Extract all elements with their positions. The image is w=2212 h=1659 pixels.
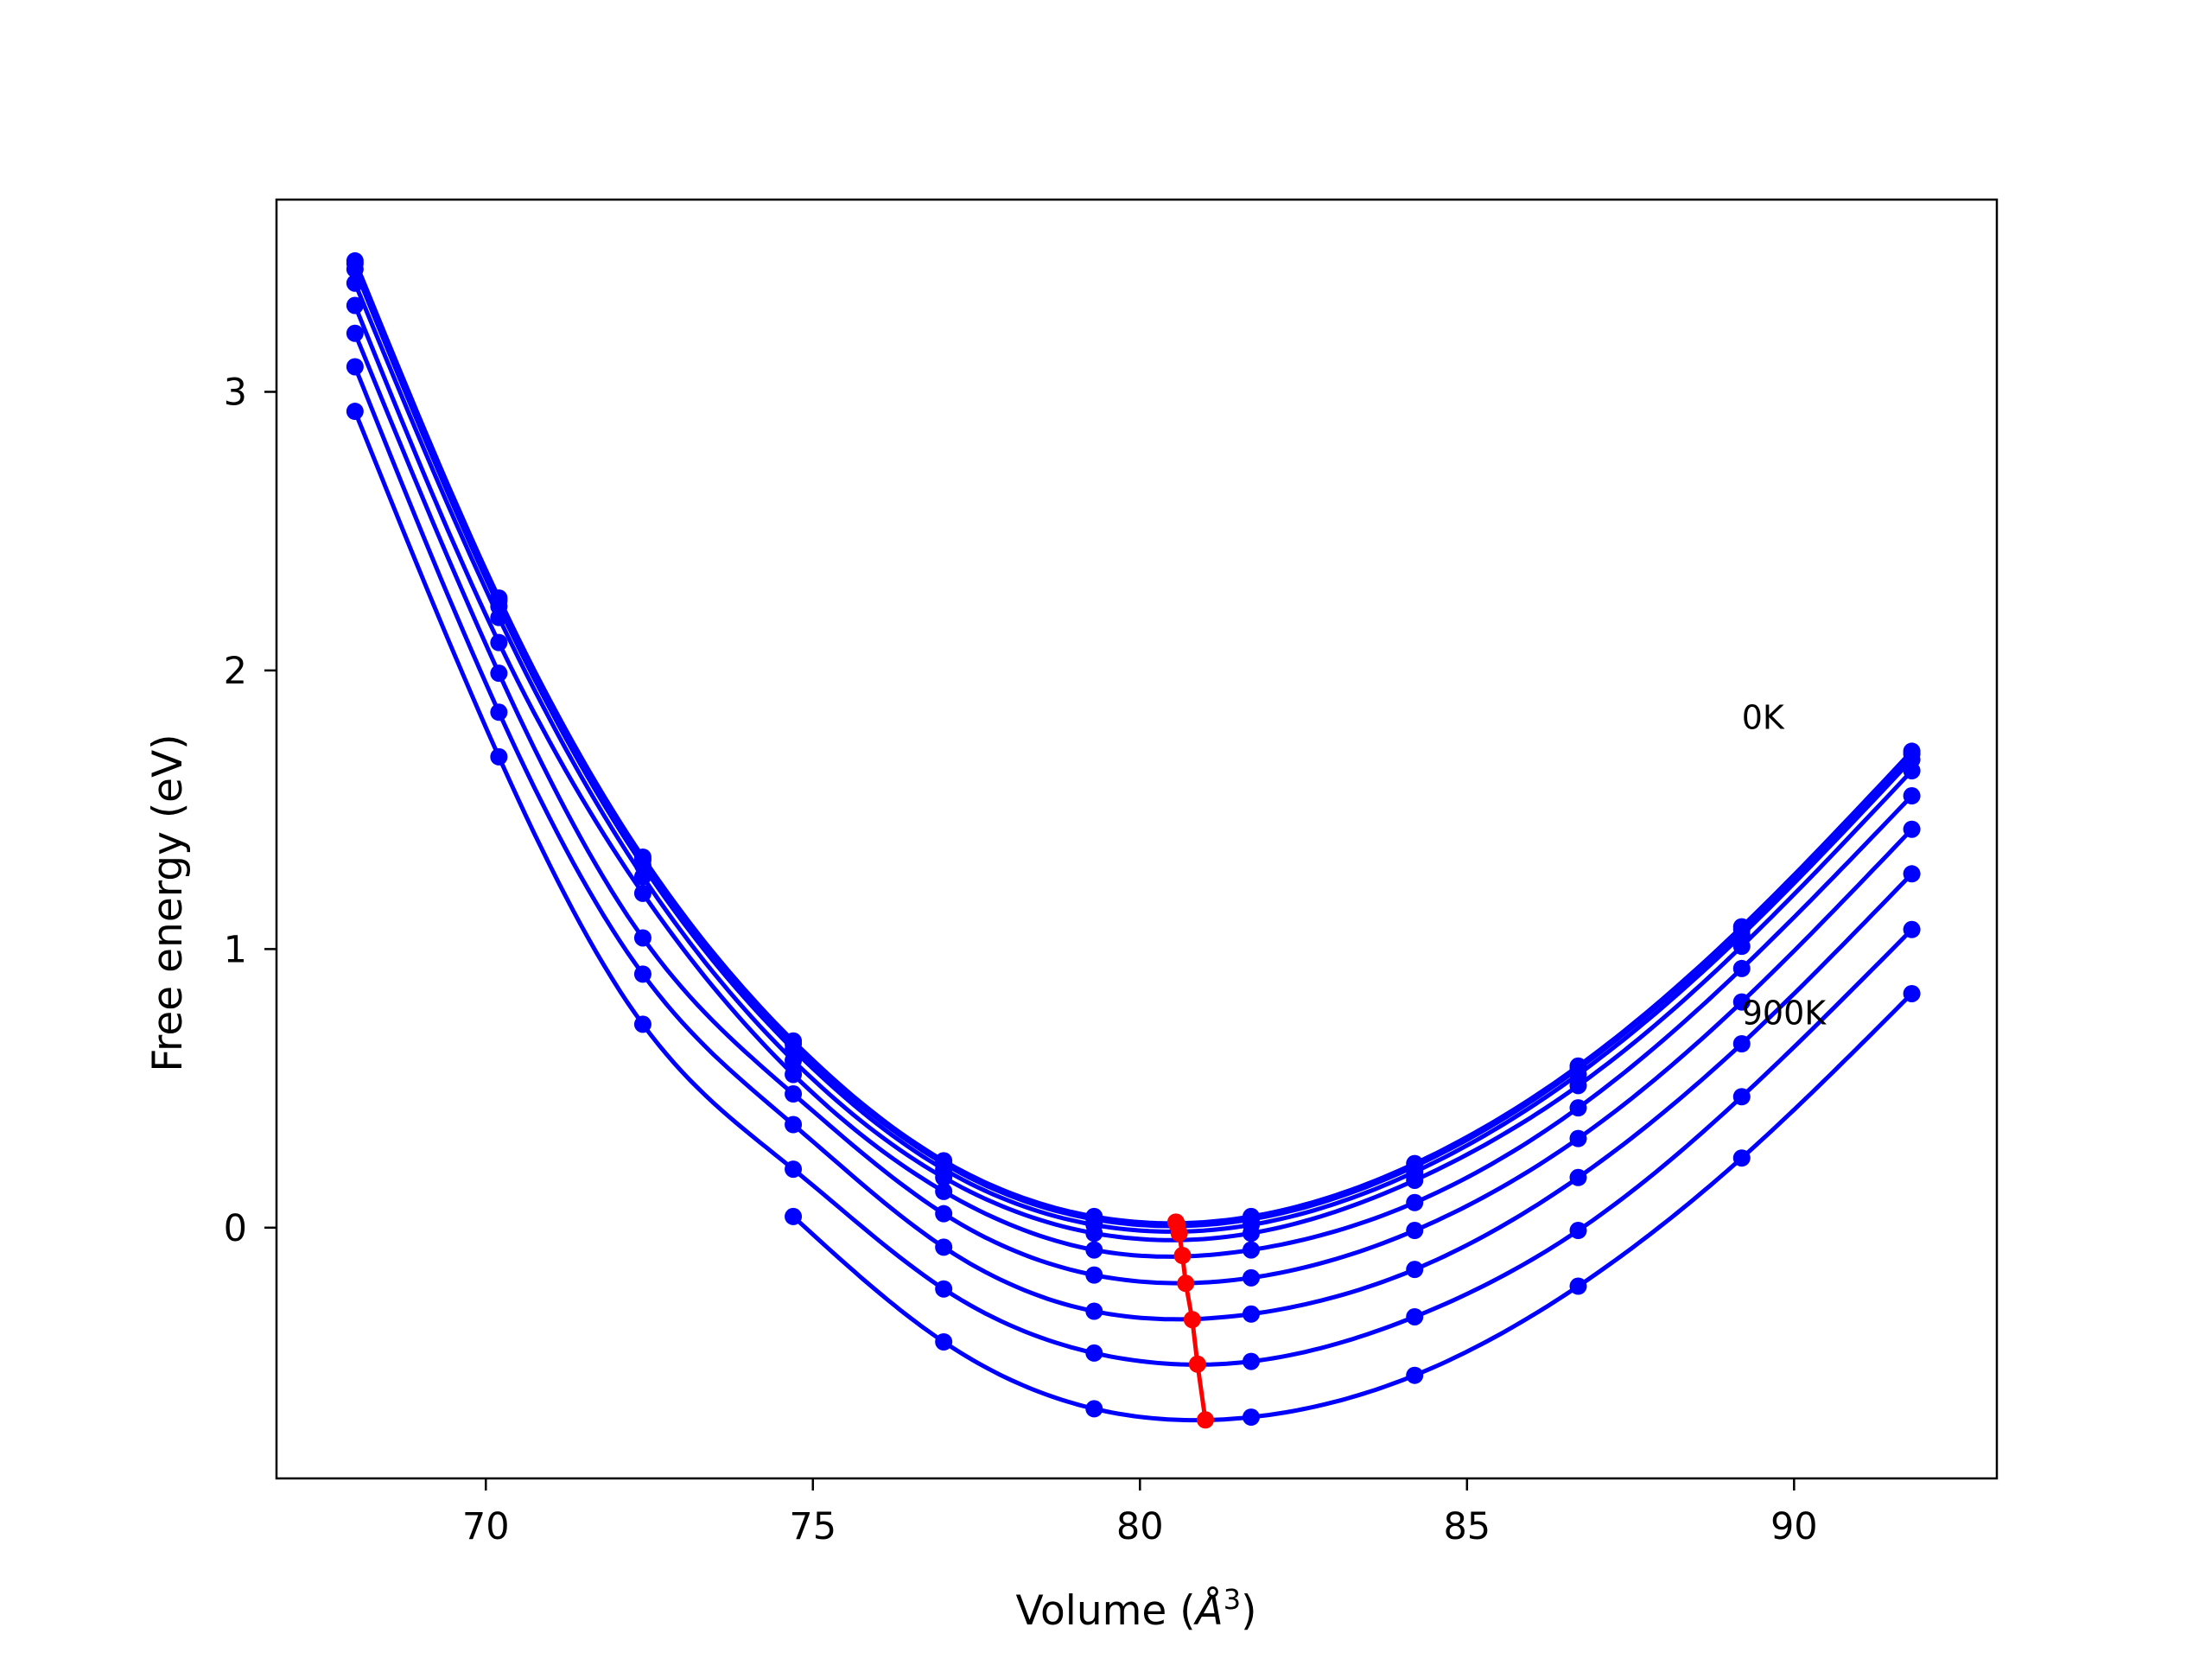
data-point [490,747,508,766]
data-point [1085,1302,1103,1320]
x-tick-label: 80 [1116,1505,1164,1548]
data-point [633,929,652,947]
data-point [1569,1077,1587,1095]
series-line-5 [353,332,1914,1286]
plot-markers [346,251,1921,1427]
data-point [1903,820,1921,838]
annotations: 0K 900K [1742,699,1827,1033]
data-point [1085,1224,1103,1243]
minima-path [1166,1213,1214,1429]
data-point [346,260,364,278]
data-point [1085,1241,1103,1259]
series-line-3 [353,282,1914,1243]
data-point [1242,1305,1260,1323]
data-point [785,1052,803,1070]
data-point [346,358,364,376]
series-line-6 [353,365,1914,1322]
data-point [1406,1171,1424,1189]
data-point [490,664,508,683]
data-point [633,884,652,902]
data-point [1242,1408,1260,1427]
data-point [785,1160,803,1179]
temperature-label: 900K [1742,994,1827,1032]
data-point [935,1280,953,1298]
data-point [1569,1129,1587,1147]
data-point [785,1116,803,1134]
y-axis: 0 1 2 3 [224,371,276,1250]
x-tick-label: 75 [789,1505,836,1548]
data-point [1903,984,1921,1002]
data-point [1732,1034,1751,1052]
data-point [1406,1193,1424,1211]
y-tick-label: 1 [224,928,247,971]
data-point [1242,1352,1260,1370]
minimum-point [1196,1411,1214,1429]
data-point [1406,1307,1424,1325]
minimum-point [1183,1311,1201,1329]
series-line-4 [353,304,1914,1259]
data-point [1732,1149,1751,1167]
data-point [1732,1088,1751,1106]
data-point [1732,993,1751,1011]
data-point [935,1205,953,1223]
data-point [346,324,364,342]
data-point [1903,762,1921,780]
data-point [1406,1222,1424,1240]
data-point [1569,1168,1587,1186]
x-tick-label: 90 [1770,1505,1818,1548]
data-point [1085,1344,1103,1362]
data-point [490,633,508,652]
data-point [1085,1400,1103,1418]
data-point [1569,1222,1587,1240]
data-point [346,296,364,315]
data-point [1569,1277,1587,1295]
y-tick-label: 2 [224,650,247,693]
minimum-point [1188,1355,1206,1373]
series-line-2 [353,268,1914,1234]
data-point [1406,1261,1424,1279]
y-tick-label: 0 [224,1207,247,1250]
data-point [1569,1099,1587,1117]
series-line-7 [353,410,1914,1367]
data-point [633,868,652,886]
series-line-8 [791,992,1914,1423]
minimum-point [1170,1224,1188,1243]
data-point [935,1168,953,1186]
data-point [935,1182,953,1200]
data-point [1242,1241,1260,1259]
data-point [1903,920,1921,938]
plot-curves [353,259,1914,1423]
data-point [346,403,364,421]
minimum-point [1173,1247,1192,1265]
temperature-label: 0K [1742,699,1785,737]
data-point [346,274,364,292]
y-axis-title: Free energy (eV) [144,734,192,1071]
y-tick-label: 3 [224,371,247,414]
data-point [490,703,508,721]
data-point [785,1207,803,1225]
x-axis-title: Volume (Å3) [1016,1583,1257,1635]
series-line-1 [353,263,1914,1229]
data-point [1903,787,1921,805]
data-point [1406,1366,1424,1384]
x-axis: 70 75 80 85 90 [462,1478,1818,1548]
data-point [1903,865,1921,883]
data-point [935,1333,953,1351]
data-point [935,1238,953,1256]
minimum-point [1177,1274,1195,1293]
data-point [633,1015,652,1033]
plot-frame [275,198,1999,1480]
data-point [1085,1266,1103,1284]
x-tick-label: 70 [462,1505,510,1548]
data-point [785,1065,803,1084]
data-point [633,965,652,983]
data-point [785,1085,803,1103]
data-point [1732,959,1751,977]
x-tick-label: 85 [1443,1505,1491,1548]
data-point [1242,1224,1260,1243]
data-point [490,608,508,626]
data-point [1242,1268,1260,1287]
data-point [1732,938,1751,956]
